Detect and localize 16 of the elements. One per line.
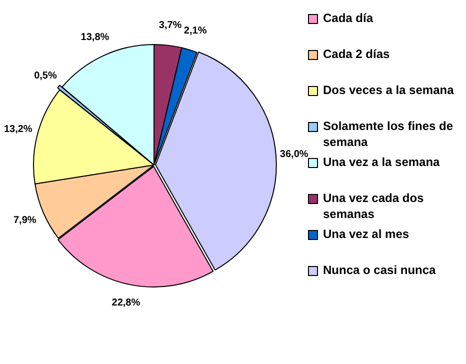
legend-label: Cada día <box>323 10 374 26</box>
legend-label: Cada 2 días <box>323 46 390 62</box>
data-label: 13,8% <box>80 32 110 44</box>
legend-label: Una vez a la semana <box>323 154 440 170</box>
data-label: 13,2% <box>4 124 32 135</box>
data-label: 22,8% <box>112 297 140 308</box>
legend-label: Una vez al mes <box>323 226 410 242</box>
data-label: 36,0% <box>280 149 308 160</box>
legend-label: Solamente los fines de semana <box>323 118 454 150</box>
data-label: 3,7% <box>158 20 182 32</box>
legend-label: Nunca o casi nunca <box>323 262 436 278</box>
data-label: 0,5% <box>34 70 57 82</box>
legend-label: Una vez cada dos semanas <box>323 190 425 222</box>
data-label: 2,1% <box>184 25 207 36</box>
legend-label: Dos veces a la semana <box>323 82 454 98</box>
data-label: 7,9% <box>13 215 36 226</box>
